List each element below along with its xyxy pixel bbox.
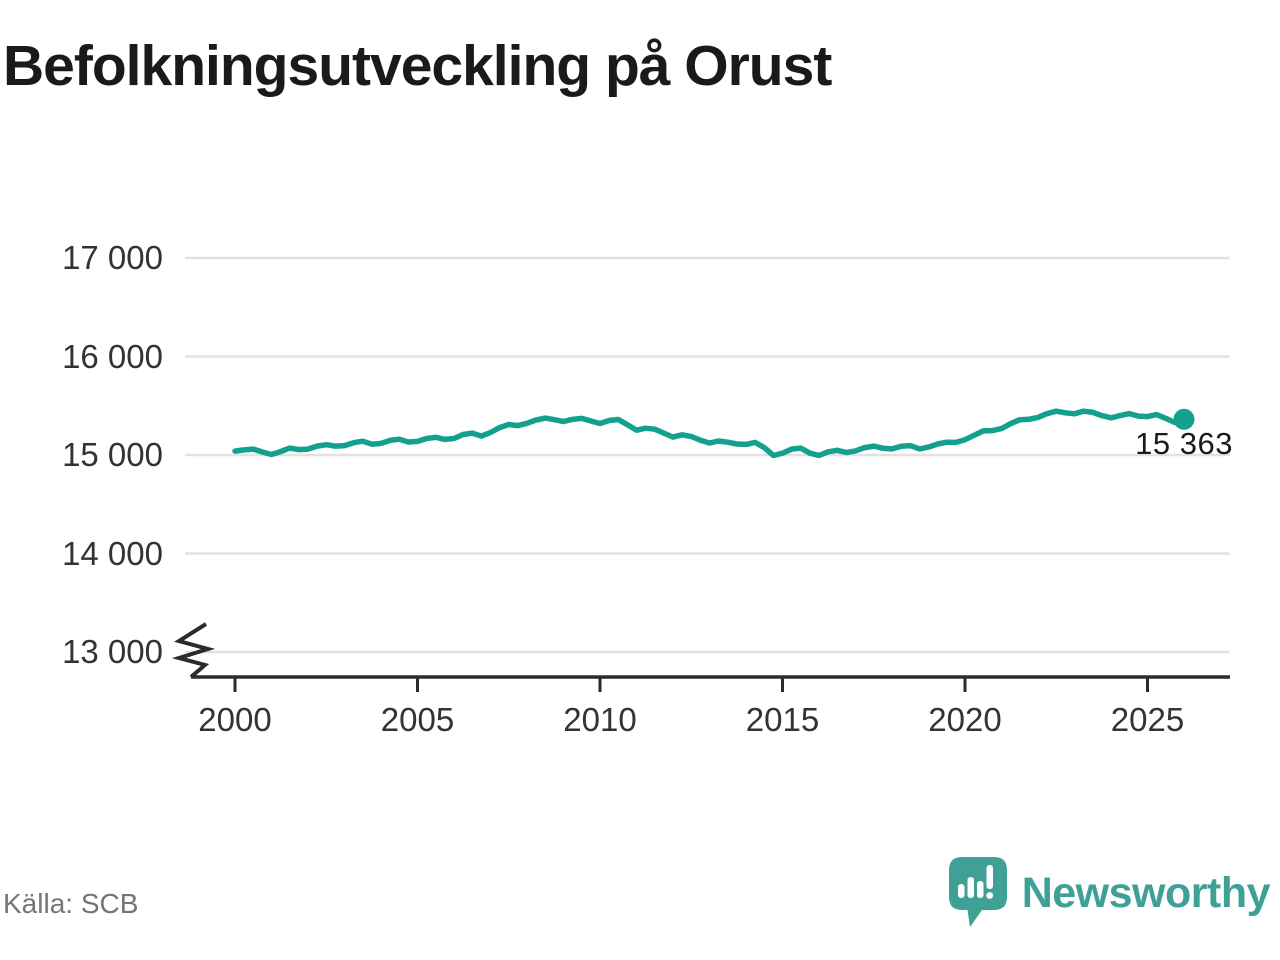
x-tick-label: 2020 — [928, 701, 1002, 738]
y-tick-label: 15 000 — [62, 436, 163, 473]
logo-bar-1 — [957, 884, 965, 898]
latest-value-label: 15 363 — [1135, 426, 1233, 461]
y-tick-label: 13 000 — [62, 633, 163, 670]
logo-exclamation-bar — [986, 865, 993, 889]
newsworthy-speech-bubble-chart-icon — [948, 857, 1007, 927]
source-note: Källa: SCB — [3, 888, 139, 919]
y-axis-break-icon — [171, 622, 216, 679]
y-tick-label: 16 000 — [62, 337, 163, 375]
newsworthy-logo-text: Newsworthy — [1021, 868, 1271, 917]
logo-bar-3 — [976, 881, 984, 898]
y-tick-label: 17 000 — [62, 239, 163, 276]
x-tick-label: 2015 — [745, 701, 820, 738]
logo-exclamation-dot — [986, 892, 993, 899]
chart-title: Befolkningsutveckling på Orust — [3, 34, 832, 98]
population-line — [232, 408, 1187, 459]
x-tick-label: 2005 — [380, 701, 455, 738]
newsworthy-logo: Newsworthy — [948, 856, 1271, 930]
latest-point-dot — [1173, 408, 1195, 430]
y-tick-label: 14 000 — [62, 534, 163, 572]
x-tick-label: 2000 — [198, 701, 272, 738]
x-tick-label: 2010 — [563, 701, 637, 738]
x-tick-label: 2025 — [1110, 701, 1185, 738]
logo-bar-2 — [967, 877, 974, 898]
